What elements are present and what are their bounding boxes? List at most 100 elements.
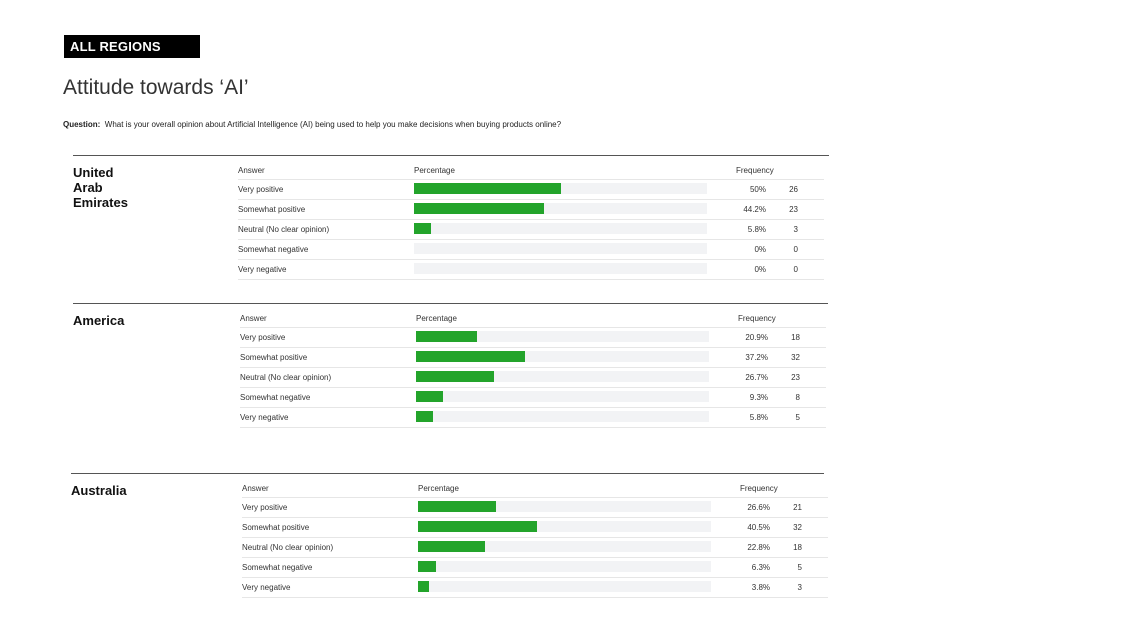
- bar: [416, 411, 433, 422]
- table-row: Neutral (No clear opinion) 22.8% 18: [242, 538, 828, 558]
- bar-track: [414, 263, 707, 274]
- answer-label: Very negative: [242, 583, 291, 592]
- bar-track: [418, 561, 711, 572]
- column-header-percentage: Percentage: [416, 314, 457, 323]
- question-label: Question:: [63, 120, 101, 129]
- percent-label: 20.9%: [745, 333, 768, 342]
- frequency-count: 0: [793, 245, 798, 254]
- table-row: Very positive 26.6% 21: [242, 498, 828, 518]
- frequency-count: 3: [793, 225, 798, 234]
- percent-label: 9.3%: [749, 393, 768, 402]
- percent-label: 3.8%: [751, 583, 770, 592]
- bar-track: [416, 331, 709, 342]
- section-divider: [73, 155, 829, 156]
- bar: [414, 203, 544, 214]
- frequency-count: 8: [795, 393, 800, 402]
- question-body: What is your overall opinion about Artif…: [104, 120, 562, 129]
- answer-label: Somewhat negative: [240, 393, 311, 402]
- frequency-count: 18: [793, 543, 802, 552]
- table-row: Somewhat positive 40.5% 32: [242, 518, 828, 538]
- column-header-frequency: Frequency: [740, 484, 778, 493]
- region-badge: ALL REGIONS: [64, 35, 200, 58]
- answer-label: Very negative: [240, 413, 289, 422]
- answer-label: Somewhat negative: [242, 563, 313, 572]
- bar: [416, 371, 495, 382]
- table-row: Very negative 5.8% 5: [240, 408, 826, 428]
- table-header: Answer Percentage Frequency: [240, 311, 826, 328]
- region-name: United Arab Emirates: [73, 165, 128, 210]
- answer-label: Neutral (No clear opinion): [240, 373, 332, 382]
- table-row: Somewhat negative 0% 0: [238, 240, 824, 260]
- answer-label: Somewhat negative: [238, 245, 309, 254]
- percent-label: 37.2%: [745, 353, 768, 362]
- bar-track: [414, 203, 707, 214]
- bar-track: [416, 411, 709, 422]
- bar: [418, 501, 496, 512]
- answer-label: Neutral (No clear opinion): [242, 543, 334, 552]
- bar-track: [414, 243, 707, 254]
- bar: [418, 541, 485, 552]
- section-divider: [71, 473, 824, 474]
- bar: [414, 183, 561, 194]
- percent-label: 0%: [754, 265, 766, 274]
- results-table: Answer Percentage Frequency Very positive 20…: [240, 311, 826, 428]
- bar-track: [418, 501, 711, 512]
- column-header-answer: Answer: [240, 314, 267, 323]
- bar-track: [414, 183, 707, 194]
- bar-track: [418, 581, 711, 592]
- table-row: Neutral (No clear opinion) 26.7% 23: [240, 368, 826, 388]
- table-row: Somewhat positive 37.2% 32: [240, 348, 826, 368]
- bar-track: [418, 521, 711, 532]
- results-table: Answer Percentage Frequency Very positive 50…: [238, 163, 824, 280]
- percent-label: 5.8%: [747, 225, 766, 234]
- frequency-count: 32: [793, 523, 802, 532]
- region-name: America: [73, 313, 125, 328]
- percent-label: 40.5%: [747, 523, 770, 532]
- percent-label: 44.2%: [743, 205, 766, 214]
- column-header-frequency: Frequency: [736, 166, 774, 175]
- table-row: Very negative 3.8% 3: [242, 578, 828, 598]
- bar: [416, 391, 444, 402]
- column-header-percentage: Percentage: [414, 166, 455, 175]
- table-row: Very positive 20.9% 18: [240, 328, 826, 348]
- answer-label: Very positive: [240, 333, 286, 342]
- table-header: Answer Percentage Frequency: [238, 163, 824, 180]
- percent-label: 0%: [754, 245, 766, 254]
- answer-label: Very positive: [242, 503, 288, 512]
- table-row: Somewhat negative 9.3% 8: [240, 388, 826, 408]
- bar: [418, 581, 430, 592]
- frequency-count: 3: [797, 583, 802, 592]
- frequency-count: 5: [797, 563, 802, 572]
- column-header-percentage: Percentage: [418, 484, 459, 493]
- answer-label: Neutral (No clear opinion): [238, 225, 330, 234]
- bar-track: [416, 371, 709, 382]
- frequency-count: 18: [791, 333, 800, 342]
- bar-track: [414, 223, 707, 234]
- bar: [418, 561, 437, 572]
- table-header: Answer Percentage Frequency: [242, 481, 828, 498]
- percent-label: 22.8%: [747, 543, 770, 552]
- percent-label: 50%: [749, 185, 766, 194]
- bar: [414, 223, 431, 234]
- bar-track: [416, 351, 709, 362]
- answer-label: Very positive: [238, 185, 284, 194]
- bar: [418, 521, 537, 532]
- frequency-count: 26: [789, 185, 798, 194]
- results-table: Answer Percentage Frequency Very positive 26…: [242, 481, 828, 598]
- frequency-count: 23: [791, 373, 800, 382]
- column-header-frequency: Frequency: [738, 314, 776, 323]
- column-header-answer: Answer: [238, 166, 265, 175]
- percent-label: 5.8%: [749, 413, 768, 422]
- answer-label: Somewhat positive: [240, 353, 308, 362]
- question-text: Question: What is your overall opinion a…: [63, 120, 561, 129]
- frequency-count: 23: [789, 205, 798, 214]
- percent-label: 26.7%: [745, 373, 768, 382]
- frequency-count: 5: [795, 413, 800, 422]
- table-row: Somewhat positive 44.2% 23: [238, 200, 824, 220]
- table-row: Neutral (No clear opinion) 5.8% 3: [238, 220, 824, 240]
- frequency-count: 0: [793, 265, 798, 274]
- percent-label: 6.3%: [751, 563, 770, 572]
- bar: [416, 351, 525, 362]
- region-name: Australia: [71, 483, 127, 498]
- column-header-answer: Answer: [242, 484, 269, 493]
